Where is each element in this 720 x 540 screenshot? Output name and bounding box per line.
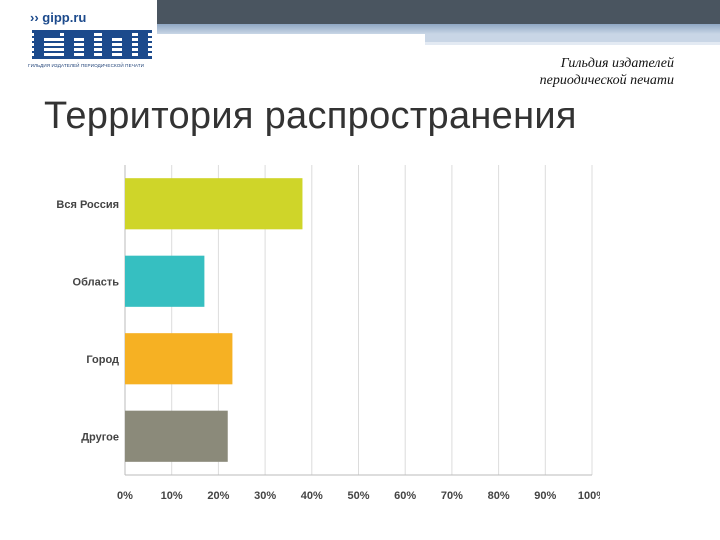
category-label: Город (86, 354, 119, 366)
bar-4 (125, 410, 228, 462)
x-tick-label: 10% (161, 490, 183, 502)
category-label: Вся Россия (56, 199, 119, 211)
bar-1 (125, 178, 303, 230)
gipp-logo: ›› gipp.ru ГИЛЬДИЯ ИЗДАТЕЛЕЙ ПЕРИОДИЧЕСК… (22, 8, 157, 78)
header-band-gradient (157, 24, 720, 34)
x-tick-label: 30% (254, 490, 276, 502)
header-band (157, 0, 720, 26)
x-tick-label: 70% (441, 490, 463, 502)
guild-name-line1: Гильдия издателей (560, 56, 674, 71)
x-tick-label: 0% (117, 490, 133, 502)
guild-name: Гильдия издателей периодической печати (540, 55, 674, 89)
bar-2 (125, 255, 205, 307)
x-tick-label: 20% (207, 490, 229, 502)
header-band-stripe (425, 34, 720, 42)
site-url: ›› gipp.ru (30, 10, 87, 25)
bar-3 (125, 333, 233, 385)
x-tick-label: 90% (534, 490, 556, 502)
x-tick-label: 40% (301, 490, 323, 502)
x-tick-label: 80% (488, 490, 510, 502)
x-tick-label: 100% (578, 490, 600, 502)
header-band-stripe-light (425, 42, 720, 45)
x-tick-label: 50% (347, 490, 369, 502)
category-label: Другое (81, 431, 119, 443)
gipp-logo-mark (32, 30, 152, 59)
distribution-bar-chart: 0% 10% 20% 30% 40% 50% 60% 70% 80% 90% 100% Вся Рос… (56, 165, 600, 502)
logo-caption: ГИЛЬДИЯ ИЗДАТЕЛЕЙ ПЕРИОДИЧЕСКОЙ ПЕЧАТИ (28, 63, 145, 68)
x-tick-label: 60% (394, 490, 416, 502)
category-label: Область (73, 276, 120, 288)
guild-name-line2: периодической печати (539, 73, 674, 88)
slide-title: Территория распространения (44, 95, 577, 137)
